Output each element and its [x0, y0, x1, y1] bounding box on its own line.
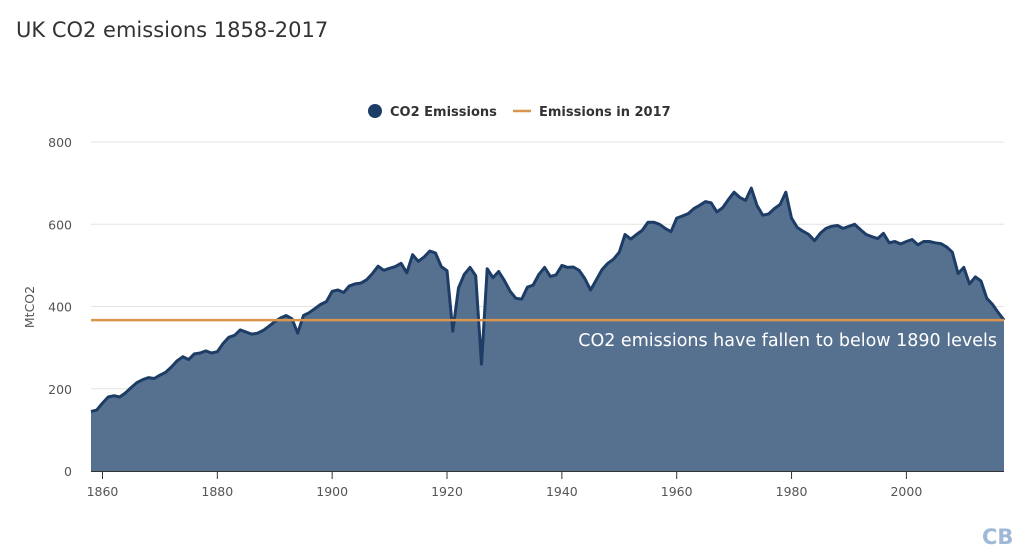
y-axis-title: MtCO2 [22, 286, 37, 328]
y-tick-label: 200 [48, 382, 72, 397]
chart-title: UK CO2 emissions 1858-2017 [16, 18, 329, 42]
y-tick-label: 0 [64, 464, 72, 479]
x-tick-label: 1920 [431, 484, 463, 499]
x-tick-label: 1880 [201, 484, 233, 499]
x-tick-label: 1900 [316, 484, 348, 499]
x-tick-label: 1940 [546, 484, 578, 499]
legend: CO2 Emissions Emissions in 2017 [368, 104, 671, 120]
emissions-line [90, 186, 1006, 413]
x-tick-label: 1960 [661, 484, 693, 499]
x-tick-label: 1860 [87, 484, 119, 499]
y-tick-label: 600 [48, 217, 72, 232]
carbon-brief-logo: CB [982, 525, 1013, 549]
y-axis: 0 200 400 600 800 [48, 135, 72, 479]
x-axis: 1860 1880 1900 1920 1940 1960 1980 2000 [87, 471, 1004, 499]
legend-label-co2: CO2 Emissions [390, 105, 497, 120]
emissions-area [91, 188, 1004, 471]
logo-text: CB [982, 525, 1013, 549]
y-tick-label: 400 [48, 300, 72, 315]
legend-label-2017: Emissions in 2017 [539, 105, 671, 120]
y-tick-label: 800 [48, 135, 72, 150]
annotation: CO2 emissions have fallen to below 1890 … [578, 331, 997, 351]
x-tick-label: 1980 [776, 484, 808, 499]
legend-marker-co2 [368, 104, 382, 118]
x-tick-label: 2000 [890, 484, 922, 499]
